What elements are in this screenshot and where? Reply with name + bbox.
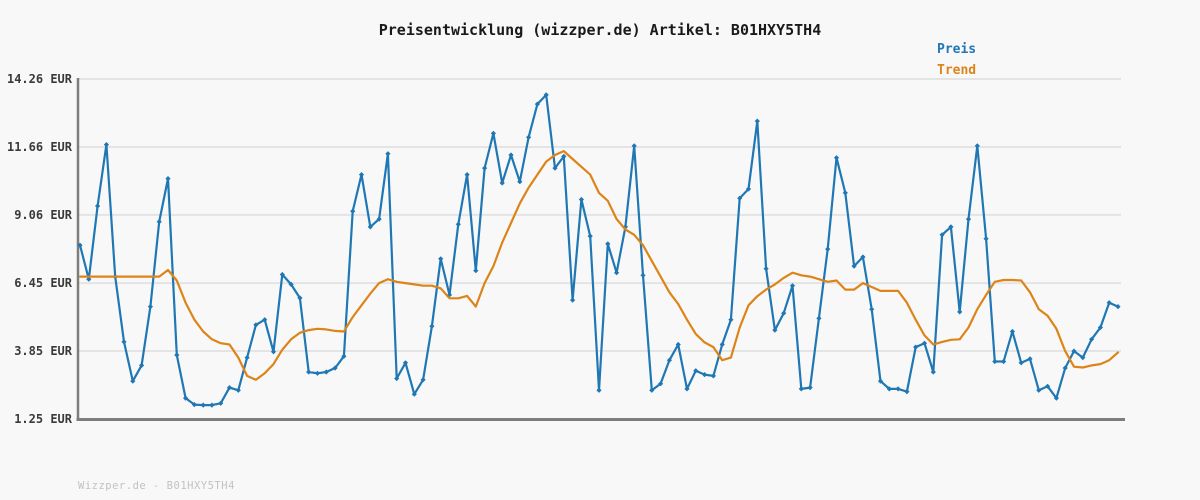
chart-title: Preisentwicklung (wizzper.de) Artikel: B… bbox=[378, 21, 822, 39]
y-axis-label: 1.25 EUR bbox=[14, 412, 72, 426]
watermark: Wizzper.de - B01HXY5TH4 bbox=[78, 480, 235, 492]
trend-line bbox=[78, 150, 1120, 381]
preis-line bbox=[78, 93, 1120, 407]
y-axis-label: 6.45 EUR bbox=[14, 276, 72, 291]
preis-markers bbox=[77, 92, 1121, 408]
y-axis-label: 11.66 EUR bbox=[6, 139, 72, 154]
chart-legend: Preis Trend bbox=[937, 39, 976, 81]
y-axis-label: 3.85 EUR bbox=[14, 344, 72, 359]
y-axis-label: 9.06 EUR bbox=[14, 207, 72, 222]
legend-item-preis: Preis bbox=[937, 42, 977, 57]
legend-item-trend: Trend bbox=[937, 63, 977, 78]
y-axis-label: 14.26 EUR bbox=[6, 72, 72, 86]
